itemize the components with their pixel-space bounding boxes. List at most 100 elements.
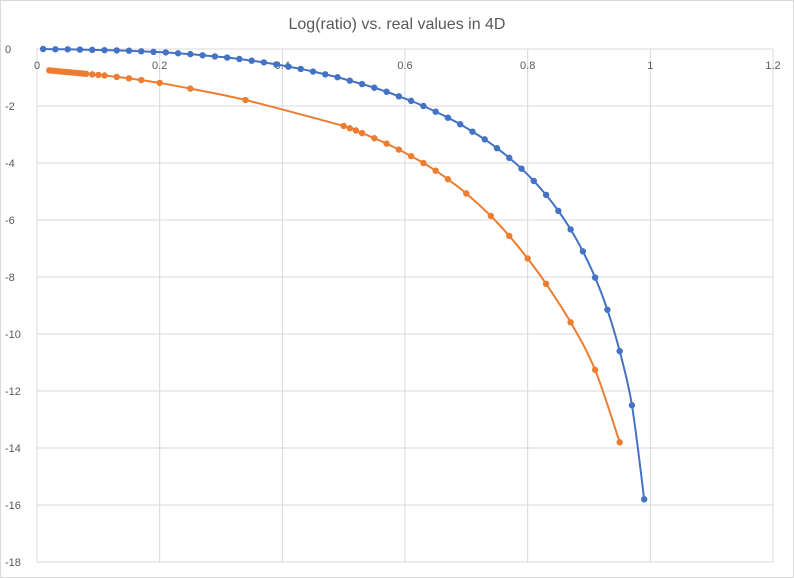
data-point [248, 57, 255, 64]
data-point [150, 48, 157, 56]
data-point [432, 167, 439, 174]
data-point [579, 248, 587, 255]
data-point [174, 50, 182, 57]
series-2 [46, 67, 623, 446]
data-point [469, 128, 476, 135]
data-point [383, 140, 390, 147]
data-point [383, 88, 390, 95]
data-point [101, 72, 108, 79]
data-point [457, 121, 464, 128]
series-line [49, 69, 621, 443]
data-point [616, 347, 623, 355]
data-point [407, 152, 415, 160]
data-point [371, 135, 378, 142]
data-point [273, 61, 280, 68]
data-point [591, 366, 599, 374]
series-1 [39, 45, 648, 503]
y-tick-label: -6 [5, 215, 15, 227]
data-point [407, 97, 415, 105]
data-point [358, 129, 366, 137]
data-point [156, 79, 163, 87]
data-point [506, 154, 513, 162]
data-point [641, 496, 648, 503]
data-point [52, 46, 59, 53]
data-point [187, 85, 194, 92]
data-point [352, 127, 360, 134]
data-point [616, 439, 623, 446]
data-point [297, 65, 304, 73]
y-tick-label: -18 [5, 557, 21, 569]
data-point [39, 45, 47, 53]
data-point [444, 114, 452, 121]
data-point [138, 76, 145, 84]
data-point [309, 68, 317, 75]
data-point [420, 102, 427, 110]
y-tick-label: -14 [5, 443, 21, 455]
tick-label-layer: 0-2-4-6-8-10-12-14-16-180 0.2 0.4 0.6 0.8 1 1.… [5, 44, 781, 569]
data-point [420, 159, 427, 167]
y-tick-label: -4 [5, 158, 15, 170]
data-point [101, 46, 108, 54]
x-tick-label: 0.6 [397, 60, 412, 72]
data-point [493, 144, 501, 152]
data-point [285, 63, 292, 70]
data-point [211, 53, 219, 60]
data-point [187, 50, 194, 58]
data-point [567, 319, 574, 326]
data-point [95, 71, 102, 79]
data-point [236, 55, 243, 63]
data-point [223, 54, 231, 61]
x-tick-label: 1 [647, 60, 653, 72]
data-point [463, 190, 470, 197]
data-point [242, 96, 249, 104]
data-point [530, 177, 537, 185]
data-point [162, 49, 169, 56]
data-point [567, 226, 574, 233]
data-point [371, 84, 378, 91]
data-point [555, 207, 562, 215]
data-point [82, 70, 90, 78]
data-point [358, 80, 366, 88]
chart-title: Log(ratio) vs. real values in 4D [289, 16, 506, 33]
data-point [199, 52, 206, 59]
data-point [524, 255, 531, 262]
y-tick-label: -8 [5, 272, 15, 284]
data-point [89, 71, 96, 78]
data-point [395, 146, 403, 153]
data-point [260, 59, 268, 66]
y-tick-label: -10 [5, 329, 21, 341]
data-point [604, 306, 611, 313]
data-point [125, 47, 133, 54]
x-tick-label: 0.8 [520, 60, 535, 72]
data-point [322, 71, 329, 78]
data-point [346, 125, 353, 132]
data-point [542, 280, 550, 288]
data-point [432, 108, 439, 115]
data-point [395, 93, 403, 100]
data-point [125, 75, 133, 82]
data-point [76, 46, 84, 53]
y-tick-label: -2 [5, 101, 15, 113]
data-point [113, 47, 120, 54]
series-layer [39, 45, 648, 503]
data-point [340, 122, 347, 130]
data-point [487, 212, 495, 220]
y-tick-label: 0 [5, 44, 11, 56]
data-point [64, 46, 71, 53]
data-point [138, 48, 145, 55]
data-point [591, 274, 599, 281]
data-point [334, 74, 341, 81]
data-point [481, 136, 488, 143]
grid-layer [36, 48, 774, 563]
data-point [628, 402, 636, 409]
x-tick-label: 0 [34, 60, 40, 72]
y-tick-label: -16 [5, 500, 21, 512]
x-tick-label: 0.2 [152, 60, 167, 72]
data-point [113, 73, 120, 81]
y-tick-label: -12 [5, 386, 21, 398]
data-point [89, 46, 96, 54]
data-point [518, 165, 525, 172]
data-point [506, 232, 513, 240]
